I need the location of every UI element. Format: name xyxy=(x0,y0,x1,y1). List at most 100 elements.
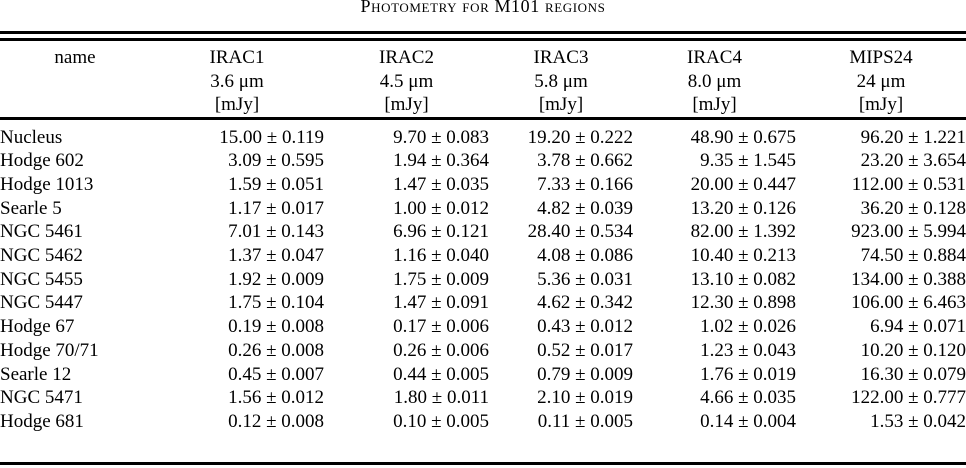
column-wavelength-label: 5.8 μm xyxy=(534,70,588,92)
flux-value-cell: 1.92 ± 0.009 xyxy=(228,268,324,290)
column-wavelength-label: 24 μm xyxy=(856,70,906,92)
region-name-cell: Hodge 681 xyxy=(0,410,84,432)
flux-value-cell: 96.20 ± 1.221 xyxy=(860,126,966,148)
flux-value-cell: 1.94 ± 0.364 xyxy=(393,150,489,172)
column-band-label: IRAC3 xyxy=(533,47,589,68)
flux-value-cell: 7.01 ± 0.143 xyxy=(228,221,324,243)
flux-value-cell: 1.47 ± 0.091 xyxy=(393,292,489,314)
column-band-label: name xyxy=(54,47,96,68)
flux-value-cell: 0.79 ± 0.009 xyxy=(537,363,633,385)
flux-value-cell: 16.30 ± 0.079 xyxy=(860,363,966,385)
table-row: NGC 5455 1.92 ± 0.009 1.75 ± 0.009 5.36 ± 0… xyxy=(0,268,966,292)
flux-value-cell: 4.08 ± 0.086 xyxy=(537,245,633,267)
flux-value-cell: 0.19 ± 0.008 xyxy=(228,316,324,338)
column-unit-label: [mJy] xyxy=(214,94,260,115)
region-name-cell: NGC 5455 xyxy=(0,268,83,290)
flux-value-cell: 122.00 ± 0.777 xyxy=(851,387,966,409)
flux-value-cell: 1.16 ± 0.040 xyxy=(393,245,489,267)
top-double-rule-upper xyxy=(0,31,966,34)
flux-value-cell: 112.00 ± 0.531 xyxy=(851,173,966,195)
column-unit-label: [mJy] xyxy=(538,94,584,115)
bottom-rule xyxy=(0,462,966,465)
flux-value-cell: 23.20 ± 3.654 xyxy=(860,150,966,172)
region-name-cell: Nucleus xyxy=(0,126,63,148)
column-wavelength-label: 4.5 μm xyxy=(379,70,434,92)
flux-value-cell: 0.26 ± 0.006 xyxy=(393,339,489,361)
table-row: NGC 5462 1.37 ± 0.047 1.16 ± 0.040 4.08 ± 0… xyxy=(0,244,966,268)
column-header-irac4: IRAC4 8.0 μm [mJy] xyxy=(633,46,796,120)
column-band-label: IRAC2 xyxy=(379,47,434,68)
header-row: name IRAC1 3.6 μm [mJy] IRAC2 4.5 μm [mJ… xyxy=(0,46,966,120)
flux-value-cell: 6.94 ± 0.071 xyxy=(870,316,966,338)
flux-value-cell: 4.66 ± 0.035 xyxy=(700,387,796,409)
region-name-cell: Hodge 67 xyxy=(0,316,75,338)
table-row: Hodge 70/71 0.26 ± 0.008 0.26 ± 0.006 0.52 … xyxy=(0,339,966,363)
flux-value-cell: 4.62 ± 0.342 xyxy=(537,292,633,314)
flux-value-cell: 3.78 ± 0.662 xyxy=(537,150,633,172)
flux-value-cell: 20.00 ± 0.447 xyxy=(690,173,796,195)
flux-value-cell: 1.00 ± 0.012 xyxy=(393,197,489,219)
flux-value-cell: 1.75 ± 0.009 xyxy=(393,268,489,290)
table-row: Nucleus 15.00 ± 0.119 9.70 ± 0.083 19.20 ± … xyxy=(0,118,966,149)
flux-value-cell: 48.90 ± 0.675 xyxy=(690,126,796,148)
region-name-cell: NGC 5447 xyxy=(0,292,83,314)
flux-value-cell: 0.45 ± 0.007 xyxy=(228,363,324,385)
column-unit-label: [mJy] xyxy=(384,94,429,115)
region-name-cell: Searle 12 xyxy=(0,363,72,385)
flux-value-cell: 923.00 ± 5.994 xyxy=(851,221,966,243)
table-title: Photometry for M101 regions xyxy=(360,0,606,16)
column-band-label: IRAC4 xyxy=(687,47,742,68)
photometry-table: name IRAC1 3.6 μm [mJy] IRAC2 4.5 μm [mJ… xyxy=(0,46,966,434)
flux-value-cell: 1.56 ± 0.012 xyxy=(228,387,324,409)
flux-value-cell: 134.00 ± 0.388 xyxy=(851,268,966,290)
table-body: Nucleus 15.00 ± 0.119 9.70 ± 0.083 19.20 ± … xyxy=(0,118,966,434)
flux-value-cell: 1.47 ± 0.035 xyxy=(393,173,489,195)
column-wavelength-label: 8.0 μm xyxy=(687,70,742,92)
column-header-irac1: IRAC1 3.6 μm [mJy] xyxy=(150,46,324,120)
flux-value-cell: 1.76 ± 0.019 xyxy=(700,363,796,385)
top-double-rule-lower xyxy=(0,38,966,41)
flux-value-cell: 6.96 ± 0.121 xyxy=(393,221,489,243)
region-name-cell: NGC 5462 xyxy=(0,245,83,267)
region-name-cell: NGC 5461 xyxy=(0,221,83,243)
region-name-cell: Searle 5 xyxy=(0,197,62,219)
column-header-name: name xyxy=(0,46,150,120)
flux-value-cell: 0.26 ± 0.008 xyxy=(228,339,324,361)
flux-value-cell: 0.11 ± 0.005 xyxy=(537,410,633,432)
column-band-label: IRAC1 xyxy=(209,47,265,68)
flux-value-cell: 3.09 ± 0.595 xyxy=(228,150,324,172)
flux-value-cell: 13.20 ± 0.126 xyxy=(690,197,796,219)
table-row: Searle 12 0.45 ± 0.007 0.44 ± 0.005 0.79 ± … xyxy=(0,363,966,387)
flux-value-cell: 0.17 ± 0.006 xyxy=(393,316,489,338)
flux-value-cell: 1.53 ± 0.042 xyxy=(870,410,966,432)
column-header-irac3: IRAC3 5.8 μm [mJy] xyxy=(489,46,633,120)
flux-value-cell: 0.10 ± 0.005 xyxy=(393,410,489,432)
table-row: Hodge 67 0.19 ± 0.008 0.17 ± 0.006 0.43 ± 0… xyxy=(0,315,966,339)
column-wavelength-label: 3.6 μm xyxy=(210,70,264,92)
table-row: Hodge 1013 1.59 ± 0.051 1.47 ± 0.035 7.33 ±… xyxy=(0,173,966,197)
flux-value-cell: 1.75 ± 0.104 xyxy=(228,292,324,314)
flux-value-cell: 13.10 ± 0.082 xyxy=(690,268,796,290)
column-band-label: MIPS24 xyxy=(849,47,913,68)
flux-value-cell: 1.59 ± 0.051 xyxy=(228,173,324,195)
table-row: Hodge 602 3.09 ± 0.595 1.94 ± 0.364 3.78 ± … xyxy=(0,149,966,173)
flux-value-cell: 1.23 ± 0.043 xyxy=(700,339,796,361)
flux-value-cell: 10.20 ± 0.120 xyxy=(860,339,966,361)
flux-value-cell: 5.36 ± 0.031 xyxy=(537,268,633,290)
flux-value-cell: 1.02 ± 0.026 xyxy=(700,316,796,338)
table-row: Hodge 681 0.12 ± 0.008 0.10 ± 0.005 0.11 ± … xyxy=(0,410,966,434)
flux-value-cell: 0.44 ± 0.005 xyxy=(393,363,489,385)
flux-value-cell: 2.10 ± 0.019 xyxy=(537,387,633,409)
flux-value-cell: 0.43 ± 0.012 xyxy=(537,316,633,338)
region-name-cell: Hodge 1013 xyxy=(0,173,94,195)
flux-value-cell: 7.33 ± 0.166 xyxy=(537,173,633,195)
column-unit-label: [mJy] xyxy=(858,94,904,115)
table-row: NGC 5461 7.01 ± 0.143 6.96 ± 0.121 28.40 ± … xyxy=(0,220,966,244)
flux-value-cell: 1.37 ± 0.047 xyxy=(228,245,324,267)
flux-value-cell: 106.00 ± 6.463 xyxy=(851,292,966,314)
flux-value-cell: 19.20 ± 0.222 xyxy=(527,126,633,148)
flux-value-cell: 4.82 ± 0.039 xyxy=(537,197,633,219)
region-name-cell: Hodge 602 xyxy=(0,150,84,172)
flux-value-cell: 9.70 ± 0.083 xyxy=(393,126,489,148)
